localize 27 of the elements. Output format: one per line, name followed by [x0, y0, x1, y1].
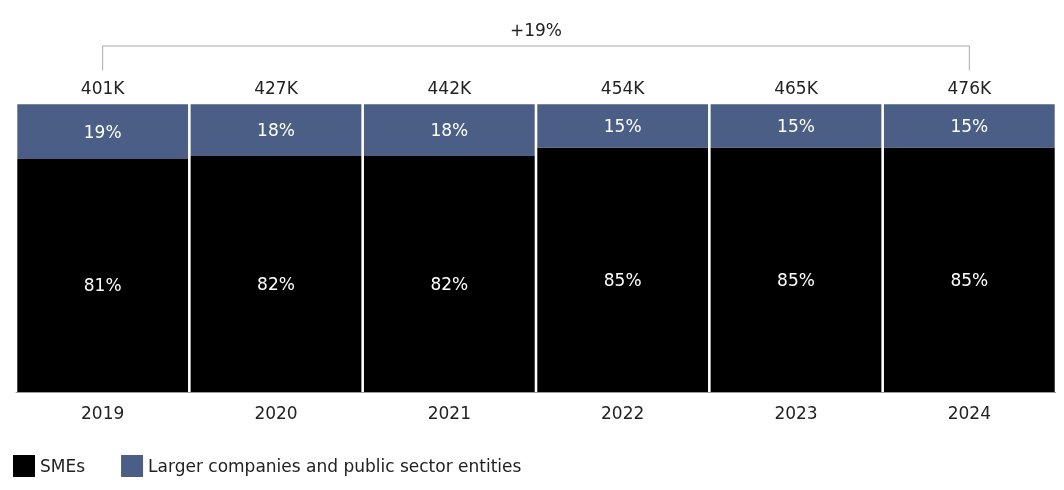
data-label: 15%: [777, 115, 815, 136]
text: +19%: [509, 19, 563, 40]
data-label: 18%: [430, 120, 469, 141]
x-tick-label: 2023: [774, 402, 818, 423]
annotation: 465K: [774, 77, 819, 98]
data-label: 15%: [603, 115, 642, 136]
annotation: 442K: [427, 77, 472, 98]
legend-label: Larger companies and public sector entities: [148, 456, 522, 476]
data-label: 18%: [257, 120, 295, 141]
x-tick-label: 2019: [81, 402, 125, 423]
data-label: 82%: [430, 274, 469, 295]
annotation: 401K: [80, 77, 126, 98]
x-tick-label: 2021: [427, 402, 471, 423]
annotation: 476K: [947, 77, 992, 98]
data-label: 81%: [83, 275, 122, 296]
legend-label: SMEs: [40, 456, 86, 476]
annotation: 454K: [600, 77, 646, 98]
x-tick-label: 2024: [947, 402, 991, 423]
annotation: 427K: [254, 77, 299, 98]
data-label: 85%: [950, 269, 989, 290]
x-tick-label: 2020: [254, 402, 298, 423]
data-label: 85%: [603, 269, 642, 290]
data-label: 15%: [950, 115, 989, 136]
x-tick-label: 2022: [601, 402, 645, 423]
data-label: 85%: [777, 269, 815, 290]
data-label: 19%: [83, 121, 122, 142]
data-label: 82%: [257, 274, 295, 295]
